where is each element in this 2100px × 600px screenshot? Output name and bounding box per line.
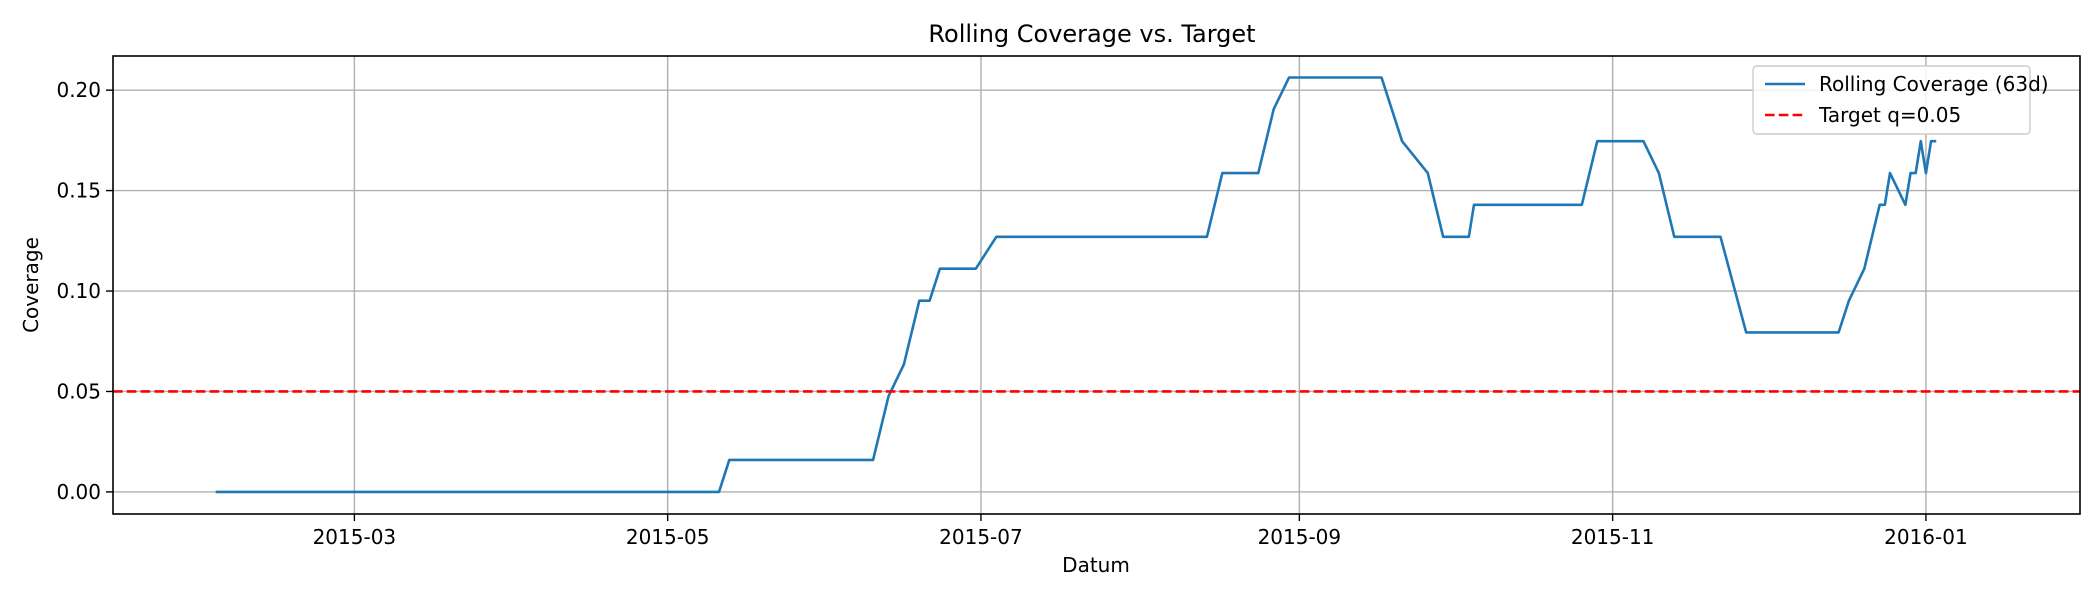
legend-box: [1752, 65, 2031, 135]
x-tick-label: 2015-05: [626, 525, 710, 549]
y-tick-label: 0.00: [56, 480, 101, 504]
series-rolling-coverage-line: [215, 76, 1937, 494]
series-layer: [113, 76, 2080, 494]
gridlines: [113, 56, 2080, 514]
x-tick-label: 2015-11: [1571, 525, 1655, 549]
y-axis: 0.00 0.05 0.10 0.15 0.20: [56, 78, 113, 504]
x-tick-label: 2015-09: [1258, 525, 1342, 549]
plot-frame: [112, 55, 2081, 515]
y-tick-label: 0.10: [56, 279, 101, 303]
x-axis: 2015-03 2015-05 2015-07 2015-09 2015-11 2016-…: [313, 514, 1968, 549]
y-tick-label: 0.05: [56, 379, 101, 403]
y-tick-label: 0.20: [56, 78, 101, 102]
x-axis-label: Datum: [1062, 553, 1130, 577]
legend: Rolling Coverage (63d) Target q=0.05: [1752, 65, 2049, 135]
y-tick-label: 0.15: [56, 179, 101, 203]
y-axis-label: Coverage: [19, 237, 43, 333]
x-tick-label: 2015-07: [939, 525, 1023, 549]
x-tick-label: 2016-01: [1884, 525, 1968, 549]
x-tick-label: 2015-03: [313, 525, 397, 549]
legend-label-target: Target q=0.05: [1818, 103, 1961, 127]
legend-label-rolling-coverage: Rolling Coverage (63d): [1819, 72, 2049, 96]
chart-title: Rolling Coverage vs. Target: [928, 20, 1255, 48]
